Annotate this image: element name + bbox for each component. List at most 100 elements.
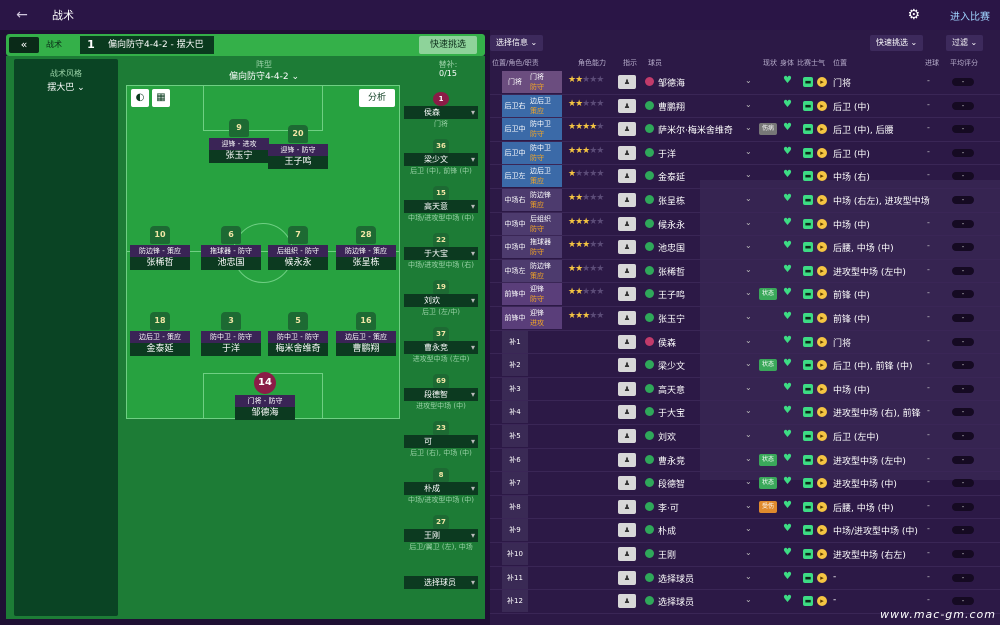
instructions-icon[interactable]: ♟ <box>618 499 636 514</box>
instructions-icon[interactable]: ♟ <box>618 240 636 255</box>
table-row[interactable]: 补12 ♟ 选择球员 ⌄ ♥ ▬ ▸ - - - <box>490 590 1000 614</box>
chevron-down-icon[interactable]: ⌄ <box>745 170 752 180</box>
chevron-down-icon[interactable]: ⌄ <box>745 406 752 416</box>
player-role[interactable]: 防中卫 - 防守 <box>201 331 261 343</box>
table-row[interactable]: 中场左 防边锋 策应 ★★★★★ ♟ 张稀哲 ⌄ ♥ ▬ ▸ 进攻型中场 (左中)… <box>490 259 1000 284</box>
player-name[interactable]: 萨米尔·梅米舍维奇 <box>658 126 733 137</box>
table-row[interactable]: 补11 ♟ 选择球员 ⌄ ♥ ▬ ▸ - - - <box>490 566 1000 591</box>
chevron-down-icon[interactable]: ⌄ <box>745 359 752 369</box>
column-header[interactable]: 球员 <box>648 59 662 67</box>
chevron-down-icon[interactable]: ⌄ <box>745 382 752 392</box>
chevron-down-icon[interactable]: ⌄ <box>745 595 752 605</box>
table-row[interactable]: 补5 ♟ 刘欢 ⌄ ♥ ▬ ▸ 后卫 (左中) - - <box>490 425 1000 449</box>
chevron-down-icon[interactable]: ⌄ <box>745 571 752 581</box>
enter-match-button[interactable]: 进入比赛 <box>950 12 990 23</box>
instructions-icon[interactable]: ♟ <box>618 429 636 443</box>
back-arrow-icon[interactable]: ← <box>16 7 28 23</box>
column-header[interactable]: 比赛 <box>797 59 811 67</box>
player-role[interactable]: 迎锋 - 进攻 <box>209 138 269 150</box>
player-name[interactable]: 梁少文 <box>658 362 686 373</box>
player-name[interactable]: 曹永竞 <box>658 456 686 467</box>
quick-pick-button[interactable]: 快速挑选 <box>419 36 477 54</box>
instructions-icon[interactable]: ♟ <box>618 193 636 207</box>
instructions-icon[interactable]: ♟ <box>618 358 636 373</box>
bench-slot[interactable]: 选择球员 <box>404 562 478 609</box>
player-name[interactable]: 张玉宁 <box>658 315 686 325</box>
analysis-button[interactable]: 分析 <box>359 89 395 107</box>
instructions-icon[interactable]: ♟ <box>618 75 636 89</box>
column-header[interactable]: 进球 <box>925 59 939 67</box>
pitch-player[interactable]: 6 拖球器 - 防守 池忠国 <box>201 226 261 270</box>
bar-chart-icon[interactable]: ▦ <box>152 89 170 107</box>
player-role[interactable]: 防边锋 - 策应 <box>130 245 190 257</box>
player-role[interactable]: 迎锋 - 防守 <box>268 144 328 156</box>
chevron-down-icon[interactable]: ⌄ <box>745 500 752 510</box>
formation-select[interactable]: 偏向防守4-4-2 - 摆大巴 <box>102 36 214 54</box>
column-header[interactable]: 身体 <box>780 59 794 67</box>
instructions-icon[interactable]: ♟ <box>618 594 636 609</box>
player-role[interactable]: 门将 - 防守 <box>235 395 295 407</box>
role-duty[interactable]: 门将 防守 <box>528 71 562 93</box>
instructions-icon[interactable]: ♟ <box>618 523 636 538</box>
player-name[interactable]: 池忠国 <box>658 244 686 255</box>
bench-player-name[interactable]: 高天意 <box>404 200 478 213</box>
table-row[interactable]: 后卫右 边后卫 策应 ★★★★★ ♟ 曹鹏翔 ⌄ ♥ ▬ ▸ 后卫 (中) - - <box>490 94 1000 119</box>
pitch-player[interactable]: 9 迎锋 - 进攻 张玉宁 <box>209 119 269 163</box>
table-row[interactable]: 补7 ♟ 段德智 ⌄ 状态 ♥ ▬ ▸ 进攻型中场 (中) - - <box>490 472 1000 496</box>
player-name[interactable]: 王刚 <box>658 551 677 561</box>
column-header[interactable]: 平均评分 <box>950 59 978 67</box>
bench-player-name[interactable]: 曹永竞 <box>404 341 478 354</box>
player-role[interactable]: 边后卫 - 策应 <box>336 331 396 343</box>
column-header[interactable]: 角色能力 <box>578 59 606 67</box>
filter-dropdown[interactable]: 过滤 ⌄ <box>946 35 984 51</box>
tactic-slot-number[interactable]: 1 <box>80 36 102 54</box>
instructions-icon[interactable]: ♟ <box>618 547 636 561</box>
chevron-down-icon[interactable]: ⌄ <box>745 76 752 85</box>
bench-slot[interactable]: 8朴成 中场/进攻型中场 (中) <box>404 468 478 515</box>
player-name[interactable]: 候永永 <box>658 220 686 231</box>
instructions-icon[interactable]: ♟ <box>618 287 636 302</box>
instructions-icon[interactable]: ♟ <box>618 216 636 231</box>
role-duty[interactable]: 防中卫 防守 <box>528 141 562 164</box>
bench-player-name[interactable]: 朴成 <box>404 482 478 495</box>
instructions-icon[interactable]: ♟ <box>618 476 636 491</box>
player-name[interactable]: 段德智 <box>658 480 686 491</box>
table-row[interactable]: 中场右 防边锋 策应 ★★★★★ ♟ 张呈栋 ⌄ ♥ ▬ ▸ 中场 (右左), 进… <box>490 189 1000 213</box>
player-role[interactable]: 拖球器 - 防守 <box>201 245 261 257</box>
player-name[interactable]: 王子鸣 <box>658 291 686 302</box>
collapse-icon[interactable]: « <box>9 37 39 53</box>
bench-player-name[interactable]: 选择球员 <box>404 576 478 589</box>
instructions-icon[interactable]: ♟ <box>618 98 636 113</box>
chevron-down-icon[interactable]: ⌄ <box>745 430 752 439</box>
instructions-icon[interactable]: ♟ <box>618 452 636 467</box>
chevron-down-icon[interactable]: ⌄ <box>745 194 752 203</box>
instructions-icon[interactable]: ♟ <box>618 570 636 585</box>
column-header[interactable]: 现状 <box>763 59 777 67</box>
player-name[interactable]: 于大宝 <box>658 409 686 420</box>
instructions-icon[interactable]: ♟ <box>618 381 636 396</box>
player-name[interactable]: 张稀哲 <box>658 267 686 278</box>
contrast-icon[interactable]: ◐ <box>131 89 149 107</box>
pitch-player[interactable]: 5 防中卫 - 防守 梅米舍维奇 <box>268 312 328 356</box>
bench-player-name[interactable]: 于大宝 <box>404 247 478 260</box>
bench-player-name[interactable]: 侯森 <box>404 106 478 119</box>
player-name[interactable]: 李·可 <box>658 503 679 514</box>
table-row[interactable]: 补2 ♟ 梁少文 ⌄ 状态 ♥ ▬ ▸ 后卫 (中), 前锋 (中) - - <box>490 354 1000 378</box>
pitch-player[interactable]: 7 后组织 - 防守 候永永 <box>268 226 328 270</box>
role-duty[interactable]: 后组织 防守 <box>528 212 562 235</box>
bench-player-name[interactable]: 段德智 <box>404 388 478 401</box>
player-role[interactable]: 防中卫 - 防守 <box>268 331 328 343</box>
instructions-icon[interactable]: ♟ <box>618 169 636 184</box>
table-row[interactable]: 补1 ♟ 侯森 ⌄ ♥ ▬ ▸ 门将 - - <box>490 330 1000 355</box>
chevron-down-icon[interactable]: ⌄ <box>745 99 752 109</box>
